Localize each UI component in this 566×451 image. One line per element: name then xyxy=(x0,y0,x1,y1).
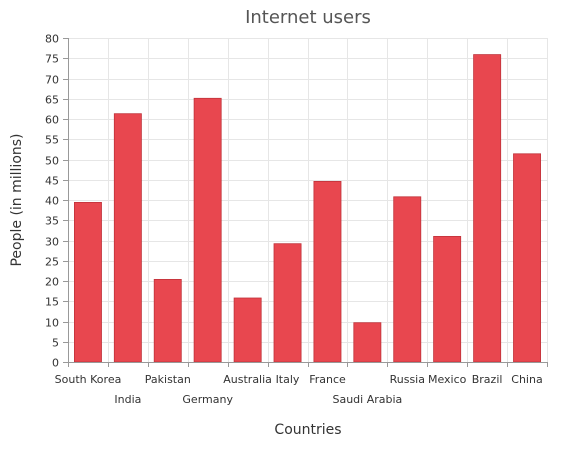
y-tick-label: 25 xyxy=(45,256,59,269)
bar-saudi-arabia[interactable] xyxy=(353,322,382,363)
x-tick-label: Germany xyxy=(182,393,233,406)
y-tick-label: 5 xyxy=(52,337,59,350)
x-tick-label: Mexico xyxy=(428,373,467,386)
x-tick-label: France xyxy=(309,373,346,386)
y-tick-label: 80 xyxy=(45,33,59,46)
y-tick-label: 65 xyxy=(45,94,59,107)
bar-mexico[interactable] xyxy=(433,235,462,363)
bar-australia[interactable] xyxy=(233,297,262,363)
axes xyxy=(63,38,548,367)
y-tick-label: 0 xyxy=(52,357,59,370)
y-tick-label: 50 xyxy=(45,155,59,168)
y-tick-label: 55 xyxy=(45,134,59,147)
y-tick-label: 60 xyxy=(45,114,59,127)
bar-south-korea[interactable] xyxy=(74,201,102,363)
y-tick-label: 15 xyxy=(45,296,59,309)
y-tick-label: 35 xyxy=(45,215,59,228)
x-tick-label: China xyxy=(511,373,542,386)
bar-germany[interactable] xyxy=(193,97,222,363)
x-axis-title: Countries xyxy=(274,422,341,438)
bar-brazil[interactable] xyxy=(473,54,502,363)
chart-title: Internet users xyxy=(245,7,371,28)
y-tick-label: 70 xyxy=(45,74,59,87)
y-tick-label: 30 xyxy=(45,236,59,249)
x-tick-label: Russia xyxy=(390,373,425,386)
bar-pakistan[interactable] xyxy=(153,278,182,363)
grid-lines xyxy=(68,38,548,362)
bar-china[interactable] xyxy=(513,153,542,363)
y-tick-label: 40 xyxy=(45,195,59,208)
x-tick-label: Brazil xyxy=(472,373,503,386)
y-axis-title: People (in millions) xyxy=(9,133,25,266)
y-tick-labels: 0 5 10 15 20 25 30 35 40 45 50 55 60 65 70 75 80 xyxy=(45,33,59,370)
x-tick-label: India xyxy=(114,393,141,406)
x-tick-label: South Korea xyxy=(55,373,122,386)
y-tick-label: 10 xyxy=(45,317,59,330)
x-tick-label: Saudi Arabia xyxy=(332,393,402,406)
bar-india[interactable] xyxy=(113,113,142,363)
x-tick-label: Australia xyxy=(223,373,272,386)
bar-italy[interactable] xyxy=(273,243,302,363)
y-tick-label: 20 xyxy=(45,276,59,289)
bars xyxy=(74,54,542,363)
bar-russia[interactable] xyxy=(393,196,422,363)
y-tick-label: 75 xyxy=(45,53,59,66)
x-tick-label: Pakistan xyxy=(145,373,191,386)
bar-france[interactable] xyxy=(313,180,342,363)
x-tick-labels: South Korea India Pakistan Germany Australia… xyxy=(55,373,543,406)
x-tick-label: Italy xyxy=(276,373,300,386)
y-tick-label: 45 xyxy=(45,175,59,188)
